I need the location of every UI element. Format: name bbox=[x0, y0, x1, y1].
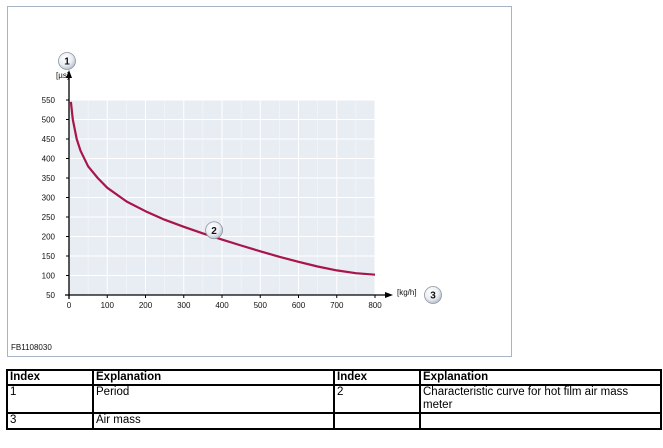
x-tick-label: 700 bbox=[330, 301, 344, 310]
table-cell: Air mass bbox=[92, 412, 335, 430]
table-cell: 3 bbox=[6, 412, 94, 430]
series-line bbox=[69, 101, 376, 276]
x-tick-label: 100 bbox=[101, 301, 115, 310]
callout-circle bbox=[58, 52, 76, 70]
x-axis-arrow bbox=[385, 292, 393, 298]
table-row: 3 Air mass bbox=[6, 412, 662, 430]
legend-header-row: Index Explanation Index Explanation bbox=[6, 369, 662, 386]
header-explanation: Explanation bbox=[419, 369, 662, 386]
callout-label: 3 bbox=[430, 291, 436, 302]
y-axis-arrow bbox=[66, 70, 72, 78]
x-tick-label: 200 bbox=[139, 301, 153, 310]
y-tick-label: 350 bbox=[42, 174, 56, 183]
x-tick-label: 300 bbox=[177, 301, 191, 310]
table-cell: 1 bbox=[6, 384, 94, 414]
y-tick-label: 400 bbox=[42, 155, 56, 164]
table-cell bbox=[419, 412, 662, 430]
y-axis-unit: [µs] bbox=[56, 71, 69, 80]
y-tick-label: 200 bbox=[42, 233, 56, 242]
y-tick-label: 550 bbox=[42, 96, 56, 105]
header-index: Index bbox=[6, 369, 94, 386]
x-tick-label: 400 bbox=[215, 301, 229, 310]
header-explanation: Explanation bbox=[92, 369, 335, 386]
y-tick-label: 50 bbox=[46, 291, 55, 300]
x-tick-label: 600 bbox=[292, 301, 306, 310]
legend-table: Index Explanation Index Explanation 1 Pe… bbox=[6, 369, 662, 430]
y-tick-label: 300 bbox=[42, 194, 56, 203]
chart: 0 100 200 300 400 500 600 700 800 50 100 150 200 250 3… bbox=[42, 52, 442, 310]
y-tick-label: 100 bbox=[42, 272, 56, 281]
y-tick-label: 450 bbox=[42, 135, 56, 144]
y-tick-label: 150 bbox=[42, 252, 56, 261]
x-tick-label: 0 bbox=[67, 301, 72, 310]
callout-circle bbox=[424, 286, 442, 304]
callout-label: 1 bbox=[64, 57, 70, 68]
x-axis-unit: [kg/h] bbox=[397, 288, 417, 297]
x-tick-label: 800 bbox=[368, 301, 382, 310]
callout-label: 2 bbox=[211, 226, 217, 237]
figure-frame: 0 100 200 300 400 500 600 700 800 50 100 150 200 250 3… bbox=[7, 6, 512, 357]
table-cell: Period bbox=[92, 384, 335, 414]
table-cell: Characteristic curve for hot film air ma… bbox=[419, 384, 662, 414]
table-cell: 2 bbox=[333, 384, 421, 414]
y-tick-label: 250 bbox=[42, 213, 56, 222]
callout-circle bbox=[205, 221, 223, 240]
x-tick-label: 500 bbox=[254, 301, 268, 310]
header-index: Index bbox=[333, 369, 421, 386]
y-tick-label: 500 bbox=[42, 116, 56, 125]
table-cell bbox=[333, 412, 421, 430]
table-row: 1 Period 2 Characteristic curve for hot … bbox=[6, 384, 662, 414]
figure-id-label: FB1108030 bbox=[11, 343, 52, 352]
